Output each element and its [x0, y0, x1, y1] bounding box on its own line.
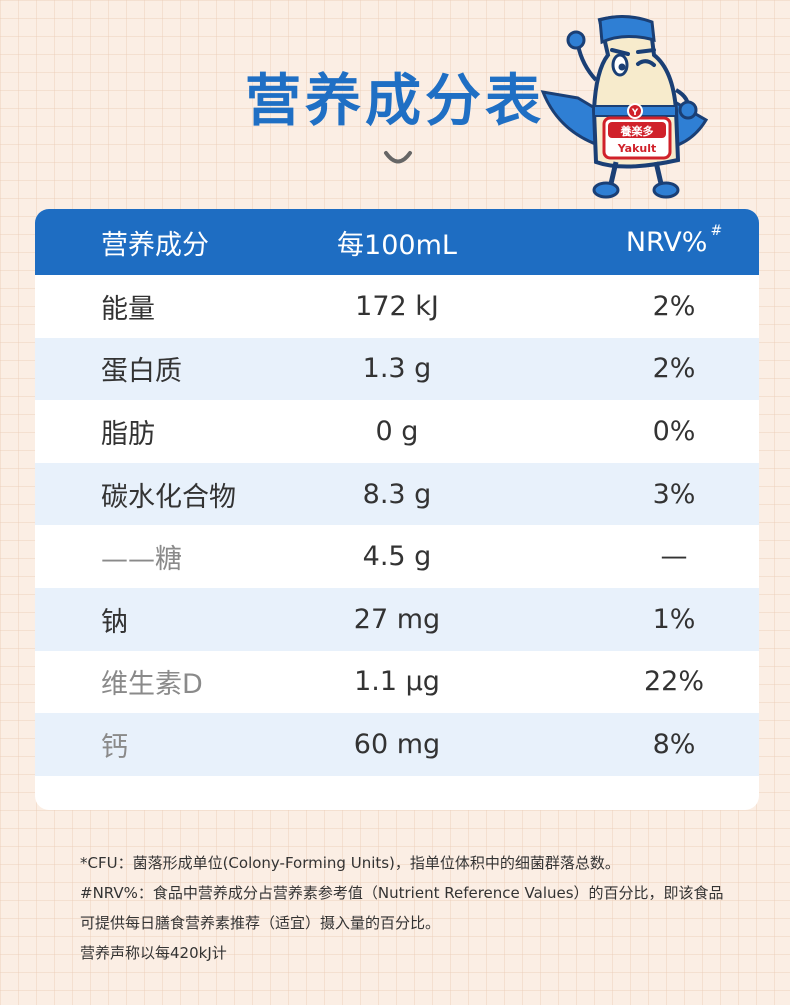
table-row: ——糖 4.5 g — [35, 525, 759, 588]
smile-decoration-icon [384, 151, 412, 164]
badge-brand-cn: 養楽多 [621, 124, 654, 138]
nutrient-nrv: — [660, 541, 688, 573]
table-row: 钙 60 mg 8% [35, 713, 759, 776]
table-header: 营养成分 每100mL NRV% # [35, 209, 759, 275]
nutrient-name: 维生素D [101, 669, 203, 701]
nutrient-value: 172 kJ [355, 290, 439, 322]
table-row: 碳水化合物 8.3 g 3% [35, 462, 759, 526]
nutrient-name: 能量 [101, 293, 155, 325]
footnotes: *CFU：菌落形成单位(Colony-Forming Units)，指单位体积中… [80, 848, 760, 968]
nutrient-value: 0 g [375, 415, 419, 447]
nutrient-nrv: 8% [652, 728, 696, 760]
table-row: 能量 172 kJ 2% [35, 275, 759, 338]
nutrient-value: 1.3 g [362, 353, 432, 385]
nutrient-nrv: 3% [652, 478, 696, 510]
nutrient-nrv: 0% [652, 415, 696, 447]
nutrient-nrv: 1% [652, 603, 696, 635]
footnote-nrv: #NRV%：食品中营养成分占营养素参考值（Nutrient Reference … [80, 884, 724, 902]
table-row: 钠 27 mg 1% [35, 587, 759, 651]
nutrient-name: 钙 [101, 731, 128, 763]
header-nrv: NRV% # [509, 223, 759, 258]
nutrient-name: ——糖 [101, 544, 182, 576]
header-nrv-label: NRV% [625, 226, 708, 258]
footnote-cfu: *CFU：菌落形成单位(Colony-Forming Units)，指单位体积中… [80, 854, 620, 872]
nutrient-value: 27 mg [353, 603, 441, 635]
nutrient-value: 60 mg [353, 728, 441, 760]
nutrient-name: 脂肪 [101, 418, 155, 450]
nutrient-nrv: 2% [652, 353, 696, 385]
yakult-mascot-icon: 養楽多 Yakult Y [540, 15, 708, 199]
nutrient-name: 碳水化合物 [101, 481, 236, 513]
footnote-nrv-cont: 可提供每日膳食营养素推荐（适宜）摄入量的百分比。 [80, 914, 441, 932]
nutrient-value: 8.3 g [362, 478, 432, 510]
footnote-claim: 营养声称以每420kJ计 [80, 944, 227, 962]
table-row: 维生素D 1.1 μg 22% [35, 651, 759, 714]
table-row: 脂肪 0 g 0% [35, 400, 759, 463]
nutrient-nrv: 2% [652, 290, 696, 322]
nutrient-nrv: 22% [643, 666, 704, 698]
page-title: 营养成分表 [245, 69, 545, 134]
nutrient-name: 钠 [101, 606, 128, 638]
nutrient-value: 4.5 g [362, 541, 432, 573]
table-row: 蛋白质 1.3 g 2% [35, 337, 759, 401]
badge-letter: Y [631, 108, 639, 118]
badge-brand-en: Yakult [617, 142, 657, 155]
header-nrv-mark: # [710, 222, 723, 239]
nutrient-name: 蛋白质 [101, 356, 182, 388]
header-name: 营养成分 [101, 229, 209, 261]
nutrient-value: 1.1 μg [354, 666, 440, 698]
header-per-100ml: 每100mL [337, 229, 457, 261]
nutrition-table: 营养成分 每100mL NRV% # 能量 172 kJ 2% 蛋白质 1.3 g… [35, 209, 759, 810]
